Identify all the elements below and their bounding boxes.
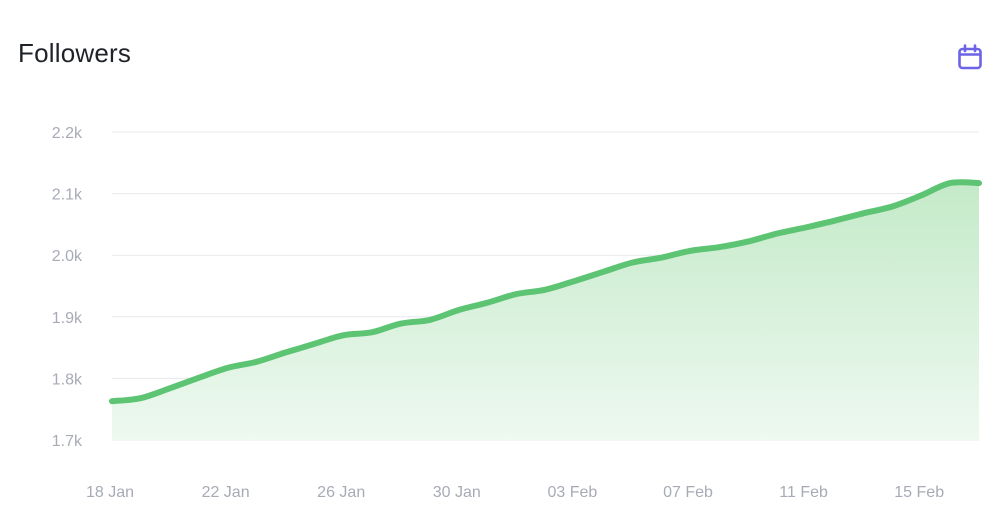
series-line [109, 179, 982, 405]
x-tick-label: 26 Jan [317, 484, 365, 501]
x-tick-label: 22 Jan [202, 484, 250, 501]
x-tick-label: 11 Feb [779, 484, 828, 501]
followers-line [109, 179, 982, 405]
series-area [112, 182, 979, 440]
y-tick-label: 1.7k [52, 433, 83, 450]
x-tick-label: 15 Feb [894, 484, 944, 501]
y-axis: 1.7k 1.8k 1.9k 2.0k 2.1k 2.2k [52, 125, 83, 450]
y-tick-label: 2.0k [52, 248, 83, 265]
x-axis: 18 Jan 22 Jan 26 Jan 30 Jan 03 Feb 07 Feb 11 F… [86, 484, 944, 501]
y-tick-label: 1.9k [52, 310, 83, 327]
x-tick-label: 03 Feb [547, 484, 597, 501]
x-tick-label: 18 Jan [86, 484, 134, 501]
x-tick-label: 07 Feb [663, 484, 713, 501]
area-fill [112, 182, 979, 440]
y-tick-label: 1.8k [52, 371, 83, 388]
x-tick-label: 30 Jan [433, 484, 481, 501]
y-tick-label: 2.2k [52, 125, 83, 142]
chart-title: Followers [18, 38, 132, 68]
calendar-icon[interactable] [956, 43, 984, 71]
y-tick-label: 2.1k [52, 187, 83, 204]
